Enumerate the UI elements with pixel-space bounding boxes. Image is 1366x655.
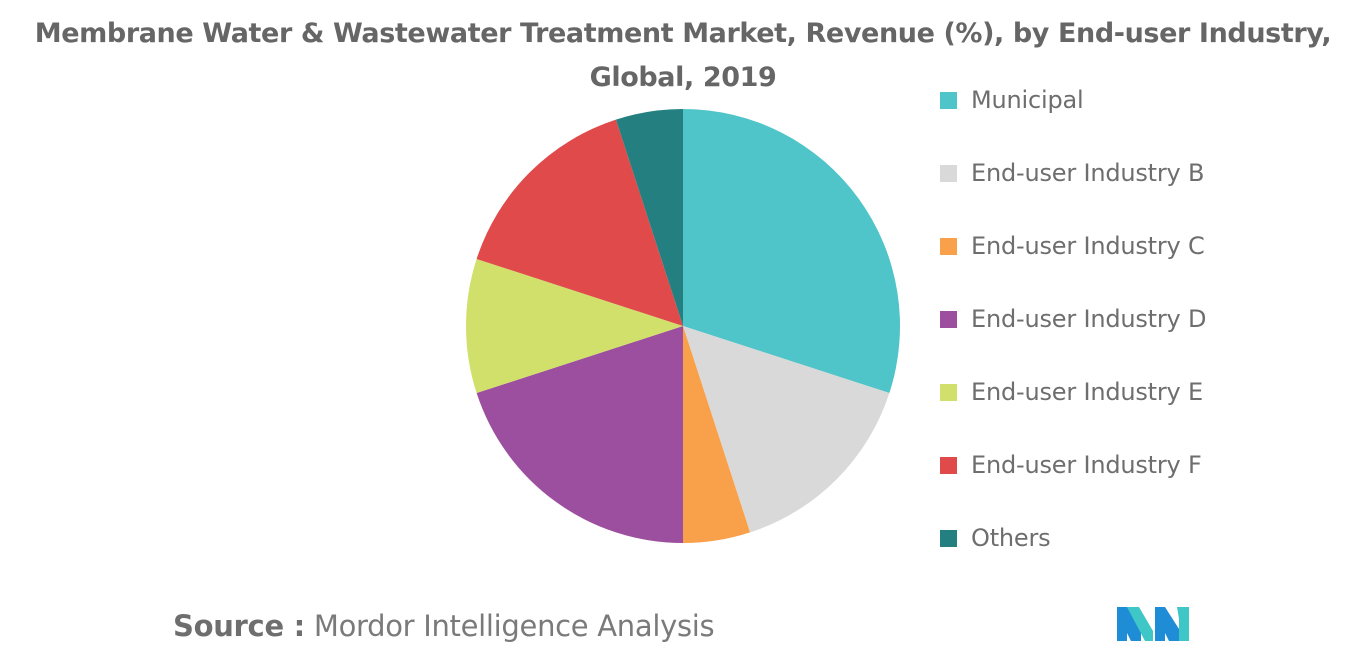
pie-slice-end-user-industry-f — [476, 119, 683, 327]
legend-swatch — [940, 384, 957, 401]
legend-swatch — [940, 457, 957, 474]
legend-label: End-user Industry D — [971, 305, 1207, 333]
legend-label: End-user Industry B — [971, 159, 1205, 187]
chart-subtitle: Global, 2019 — [589, 62, 777, 93]
legend-label: Others — [971, 524, 1051, 552]
legend-swatch — [940, 92, 957, 109]
pie-slice-end-user-industry-b — [683, 326, 890, 533]
legend-label: Municipal — [971, 86, 1084, 114]
pie-slice-others — [615, 109, 683, 326]
legend-label: End-user Industry F — [971, 451, 1202, 479]
legend-label: End-user Industry E — [971, 378, 1203, 406]
legend-swatch — [940, 238, 957, 255]
source-prefix: Source : — [173, 609, 305, 643]
mordor-intelligence-logo-icon — [1117, 607, 1189, 641]
legend-swatch — [940, 311, 957, 328]
legend-swatch — [940, 530, 957, 547]
chart-title: Membrane Water & Wastewater Treatment Ma… — [34, 18, 1332, 49]
pie-slice-end-user-industry-c — [683, 326, 751, 543]
pie-slice-end-user-industry-d — [476, 326, 683, 543]
source-text: Mordor Intelligence Analysis — [313, 609, 715, 643]
source-note: Source : Mordor Intelligence Analysis — [173, 606, 715, 646]
legend-label: End-user Industry C — [971, 232, 1205, 260]
pie-slice-end-user-industry-e — [465, 258, 683, 394]
legend-swatch — [940, 165, 957, 182]
pie-slice-municipal — [683, 109, 901, 394]
chart-title-block: Membrane Water & Wastewater Treatment Ma… — [0, 12, 1366, 100]
